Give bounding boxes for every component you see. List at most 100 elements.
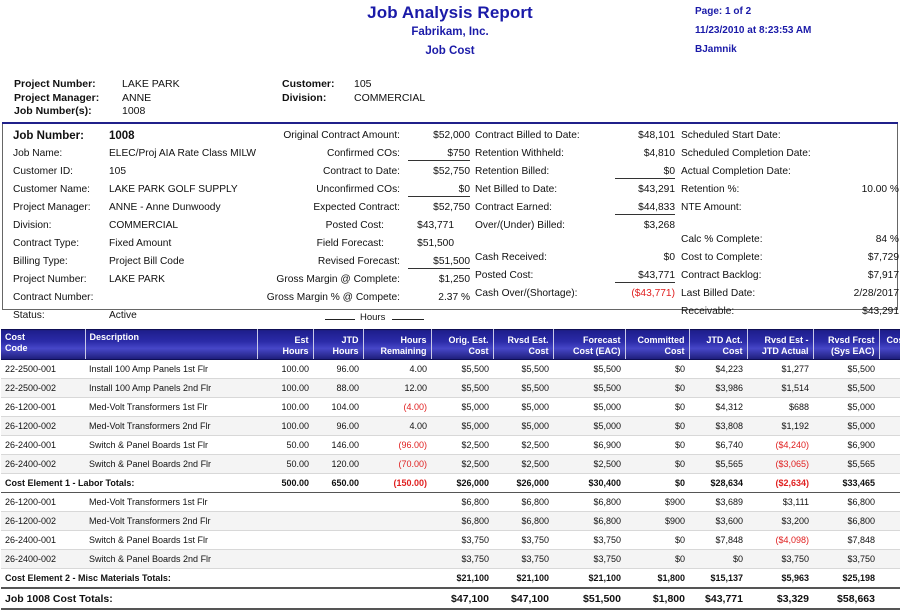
summary-row: Expected Contract: $52,750 <box>255 202 470 220</box>
cell-rvsd_frcst: $7,848 <box>813 530 879 550</box>
table-row[interactable]: 26-1200-001 Med-Volt Transformers 1st Flr… <box>1 397 900 417</box>
column-header-rvsd_jtd[interactable]: Rvsd Est - JTD Actual <box>747 329 814 360</box>
cell-committed: $0 <box>625 397 689 417</box>
header-divider <box>2 122 898 124</box>
summary-label: Scheduled Completion Date: <box>681 148 811 159</box>
column-header-cost_comp[interactable]: Cost to Complete(Sys EAC) <box>879 329 900 360</box>
project-number-value: LAKE PARK <box>122 78 180 90</box>
cell-est_hours: 500.00 <box>257 473 313 493</box>
summary-label: Original Contract Amount: <box>283 130 400 141</box>
summary-label: Field Forecast: <box>316 238 384 249</box>
cell-rvsd_jtd: $5,963 <box>747 568 813 589</box>
summary-row: Scheduled Start Date: <box>681 130 899 148</box>
summary-label: Revised Forecast: <box>317 256 400 267</box>
summary-label: Scheduled Start Date: <box>681 130 781 141</box>
cell-jtd_act: $3,986 <box>689 378 747 398</box>
cell-hours_rem: 4.00 <box>363 359 431 379</box>
summary-row: Field Forecast: $51,500 <box>255 238 470 256</box>
table-row[interactable]: 22-2500-001 Install 100 Amp Panels 1st Fl… <box>1 359 900 379</box>
table-total-row[interactable]: Cost Element 2 - Misc Materials Totals: $… <box>1 568 900 589</box>
column-header-desc[interactable]: Description <box>85 329 258 360</box>
table-row[interactable]: 26-2400-002 Switch & Panel Boards 2nd Flr… <box>1 549 900 569</box>
summary-label: Gross Margin @ Complete: <box>276 274 400 285</box>
page-title: Job Analysis Report <box>367 3 533 22</box>
summary-row: Contract Earned: $44,833 <box>475 202 675 220</box>
summary-row: Calc % Complete: 84 % <box>681 234 899 252</box>
cell-committed: $0 <box>625 416 689 436</box>
column-header-rvsd_est[interactable]: Rvsd Est. Cost <box>493 329 554 360</box>
column-header-jtd_hours[interactable]: JTD Hours <box>313 329 364 360</box>
cell-code: 26-1200-002 <box>1 511 85 531</box>
cell-cost_comp: $8,261 <box>879 568 900 589</box>
summary-row: Retention Withheld: $4,810 <box>475 148 675 166</box>
cell-hours_rem: (4.00) <box>363 397 431 417</box>
table-total-row[interactable]: Cost Element 1 - Labor Totals: 500.00 650.… <box>1 473 900 493</box>
summary-label: Job Number: <box>13 130 84 142</box>
cell-hours_rem <box>363 549 431 569</box>
table-row[interactable]: 26-2400-002 Switch & Panel Boards 2nd Flr… <box>1 454 900 474</box>
table-row[interactable]: 26-1200-002 Med-Volt Transformers 2nd Flr… <box>1 511 900 531</box>
report-meta: Page: 1 of 2 11/23/2010 at 8:23:53 AM BJ… <box>695 2 895 59</box>
column-header-committed[interactable]: Committed Cost <box>625 329 690 360</box>
table-row[interactable]: 26-1200-001 Med-Volt Transformers 1st Flr… <box>1 492 900 512</box>
cell-est_hours <box>257 492 313 512</box>
summary-value: $43,291 <box>862 306 899 317</box>
table-row[interactable]: 26-2400-001 Switch & Panel Boards 1st Flr… <box>1 435 900 455</box>
summary-row: Receivable: $43,291 <box>681 306 899 324</box>
cell-orig_est: $6,800 <box>431 511 493 531</box>
customer-value: 105 <box>354 78 372 90</box>
cell-jtd_act: $3,808 <box>689 416 747 436</box>
cell-forecast: $2,500 <box>553 454 625 474</box>
cost-detail-table: Cost Code Description Est Hours JTD Hours Hours… <box>1 329 900 610</box>
report-user: BJamnik <box>695 44 737 55</box>
cell-rvsd_jtd: $3,111 <box>747 492 813 512</box>
cell-orig_est: $26,000 <box>431 473 493 493</box>
cell-rvsd_jtd: $3,329 <box>747 587 813 610</box>
cell-hours_rem: (150.00) <box>363 473 431 493</box>
project-row: Job Number(s): 1008 <box>14 105 272 119</box>
summary-value: $48,101 <box>638 130 675 141</box>
summary-label: Contract Earned: <box>475 202 553 213</box>
summary-label: Net Billed to Date: <box>475 184 558 195</box>
cell-jtd_hours <box>313 587 363 610</box>
column-header-code[interactable]: Cost Code <box>1 329 86 360</box>
cell-desc: Med-Volt Transformers 2nd Flr <box>85 416 257 436</box>
cell-jtd_hours <box>313 530 363 550</box>
summary-label: NTE Amount: <box>681 202 742 213</box>
summary-label: Retention %: <box>681 184 740 195</box>
cell-jtd_act: $43,771 <box>689 587 747 610</box>
cell-cost_comp: $13,092 <box>879 587 900 610</box>
column-header-jtd_act[interactable]: JTD Act. Cost <box>689 329 748 360</box>
report-datetime: 11/23/2010 at 8:23:53 AM <box>695 25 812 36</box>
table-row[interactable]: 26-2400-001 Switch & Panel Boards 1st Flr… <box>1 530 900 550</box>
page-number: Page: 1 of 2 <box>695 6 752 17</box>
project-manager-value: ANNE <box>122 91 152 104</box>
cell-hours_rem <box>363 530 431 550</box>
table-grand-total-row[interactable]: Job 1008 Cost Totals: $47,100 $47,100 $51,5… <box>1 587 900 610</box>
column-header-orig_est[interactable]: Orig. Est. Cost <box>431 329 494 360</box>
summary-value: 105 <box>109 166 126 177</box>
cell-rvsd_est: $3,750 <box>493 549 553 569</box>
cell-hours_rem: (70.00) <box>363 454 431 474</box>
column-header-rvsd_frcst[interactable]: Rvsd Frcst (Sys EAC) <box>813 329 880 360</box>
summary-label: Contract Backlog: <box>681 270 762 281</box>
summary-value: COMMERCIAL <box>109 220 179 231</box>
table-row[interactable]: 26-1200-002 Med-Volt Transformers 2nd Flr… <box>1 416 900 436</box>
column-header-forecast[interactable]: Forecast Cost (EAC) <box>553 329 626 360</box>
column-header-est_hours[interactable]: Est Hours <box>257 329 314 360</box>
table-row[interactable]: 22-2500-002 Install 100 Amp Panels 2nd Fl… <box>1 378 900 398</box>
cell-desc: Install 100 Amp Panels 1st Flr <box>85 359 257 379</box>
cell-rvsd_frcst: $33,465 <box>813 473 879 493</box>
cell-jtd_hours: 96.00 <box>313 359 363 379</box>
cell-jtd_act: $0 <box>689 549 747 569</box>
cell-jtd_hours: 88.00 <box>313 378 363 398</box>
column-header-hours_rem[interactable]: Hours Remaining <box>363 329 432 360</box>
cell-desc: Switch & Panel Boards 1st Flr <box>85 435 257 455</box>
summary-row: Contract Number: <box>13 292 253 310</box>
cell-orig_est: $3,750 <box>431 549 493 569</box>
summary-label: Posted Cost: <box>325 220 384 231</box>
cell-code: 26-2400-001 <box>1 435 85 455</box>
summary-row: Customer ID: 105 <box>13 166 253 184</box>
summary-value: 2.37 % <box>438 292 470 303</box>
